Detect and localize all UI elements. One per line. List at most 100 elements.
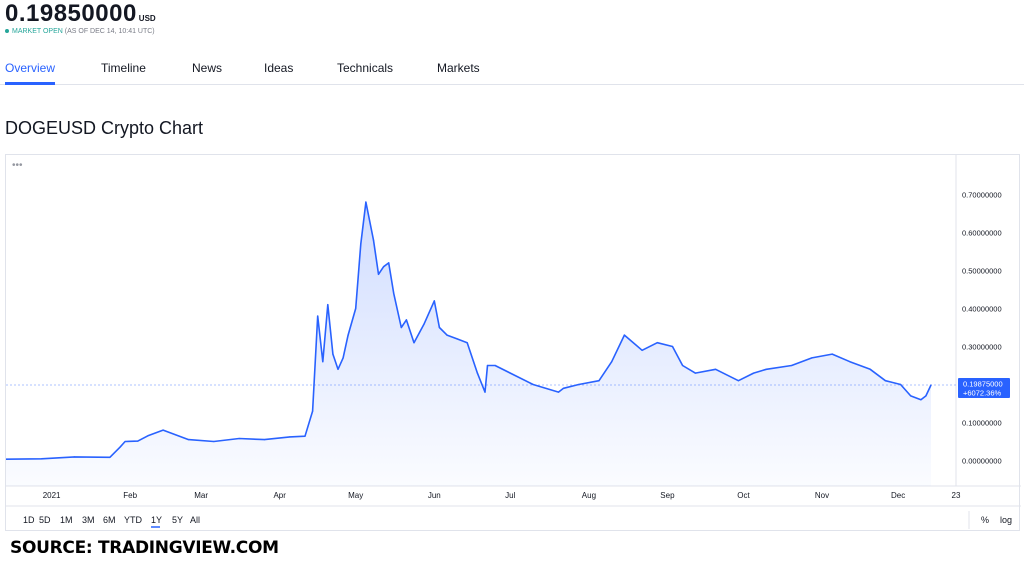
x-tick-label: Mar	[194, 491, 208, 500]
price-point	[466, 342, 468, 344]
price-point	[884, 380, 887, 382]
price-point	[562, 387, 565, 389]
x-tick-label: Jul	[505, 491, 515, 500]
price-point	[40, 458, 43, 460]
y-tick-label: 0.10000000	[962, 419, 1002, 428]
x-tick-label: 23	[952, 491, 961, 500]
price-point	[332, 353, 334, 355]
price-point	[393, 292, 395, 294]
price-point	[694, 372, 696, 374]
legend-dots-icon[interactable]: •••	[12, 160, 23, 171]
last-price: 0.19850000	[5, 0, 137, 27]
tab-ideas[interactable]: Ideas	[264, 61, 294, 75]
price-point	[365, 201, 367, 203]
price-point	[162, 429, 164, 431]
price-point	[557, 391, 560, 393]
period-button-5d[interactable]: 5D	[39, 515, 51, 525]
y-tick-label: 0.70000000	[962, 191, 1002, 200]
x-tick-label: Apr	[273, 491, 286, 500]
price-point	[327, 304, 329, 306]
price-point	[413, 342, 415, 344]
y-tick-label: 0.40000000	[962, 305, 1002, 314]
tab-markets[interactable]: Markets	[437, 61, 480, 75]
period-button-3m[interactable]: 3M	[82, 515, 95, 525]
price-point	[213, 440, 215, 443]
symbol-tabs: Overview Timeline News Ideas Technicals …	[0, 58, 1024, 85]
price-point	[400, 326, 402, 329]
period-button-ytd[interactable]: YTD	[124, 515, 143, 525]
price-point	[456, 338, 458, 340]
log-scale-toggle[interactable]: log	[1000, 515, 1012, 525]
x-tick-label: May	[348, 491, 363, 500]
tab-timeline[interactable]: Timeline	[101, 61, 146, 75]
y-tick-label: 0.30000000	[962, 343, 1002, 352]
price-point	[791, 364, 793, 367]
price-chart[interactable]: ••• 0.70000000 0.60000000 0.50000000 0.4000…	[6, 155, 1021, 532]
x-tick-label: Dec	[891, 491, 905, 500]
chart-panel: ••• 0.70000000 0.60000000 0.50000000 0.4000…	[5, 154, 1021, 532]
period-button-all[interactable]: All	[190, 515, 200, 525]
tab-technicals[interactable]: Technicals	[337, 61, 394, 75]
market-status: MARKET OPEN	[12, 28, 63, 35]
last-price-badge	[958, 378, 1010, 398]
price-point	[737, 380, 740, 382]
price-point	[124, 440, 126, 443]
price-point	[360, 243, 362, 245]
x-tick-label: Sep	[660, 491, 675, 500]
price-point	[925, 395, 927, 397]
price-point	[765, 368, 767, 370]
change-percent-label: +6072.36%	[963, 389, 1001, 398]
price-point	[641, 349, 643, 351]
y-tick-label: 0.00000000	[962, 457, 1002, 466]
price-series-line	[6, 201, 932, 460]
price-point	[484, 391, 486, 393]
price-point	[671, 345, 674, 348]
price-point	[831, 353, 833, 355]
price-point	[238, 437, 240, 440]
period-button-1y[interactable]: 1Y	[151, 515, 162, 525]
percent-scale-toggle[interactable]: %	[981, 515, 989, 525]
x-tick-label: 2021	[43, 491, 61, 500]
period-button-1d[interactable]: 1D	[23, 515, 35, 525]
price-point	[337, 368, 339, 370]
tab-overview[interactable]: Overview	[5, 58, 56, 85]
price-point	[147, 435, 149, 437]
tab-news[interactable]: News	[192, 61, 223, 75]
price-point	[623, 334, 626, 336]
price-point	[486, 364, 489, 367]
price-point	[317, 315, 319, 317]
market-status-dot-icon	[5, 29, 9, 34]
x-tick-label: Oct	[737, 491, 750, 500]
price-point	[900, 383, 902, 386]
price-point	[682, 364, 684, 367]
price-point	[377, 273, 380, 275]
price-area-fill	[6, 202, 931, 486]
source-caption: SOURCE: TRADINGVIEW.COM	[10, 538, 279, 558]
period-button-1m[interactable]: 1M	[60, 515, 73, 525]
price-point	[347, 334, 349, 336]
price-point	[920, 399, 922, 401]
market-status-line: MARKET OPEN (AS OF DEC 14, 10:41 UTC)	[5, 28, 155, 35]
chart-title: DOGEUSD Crypto Chart	[5, 118, 204, 138]
x-tick-label: Feb	[123, 491, 137, 500]
price-point	[598, 380, 600, 382]
price-point	[811, 357, 813, 359]
price-point	[715, 368, 717, 370]
price-point	[73, 456, 75, 458]
price-point	[6, 458, 7, 460]
x-tick-label: Aug	[582, 491, 596, 500]
price-currency: USD	[138, 14, 156, 23]
last-price-label: 0.19875000	[963, 380, 1003, 389]
price-point	[611, 361, 613, 363]
price-point	[494, 364, 496, 367]
price-point	[509, 372, 511, 374]
price-point	[137, 440, 139, 442]
price-point	[312, 410, 314, 412]
price-point	[532, 383, 534, 386]
period-button-5y[interactable]: 5Y	[172, 515, 183, 525]
price-point	[372, 239, 375, 241]
price-point	[388, 262, 390, 264]
period-button-6m[interactable]: 6M	[103, 515, 116, 525]
price-point	[289, 436, 291, 438]
price-point	[433, 300, 435, 302]
